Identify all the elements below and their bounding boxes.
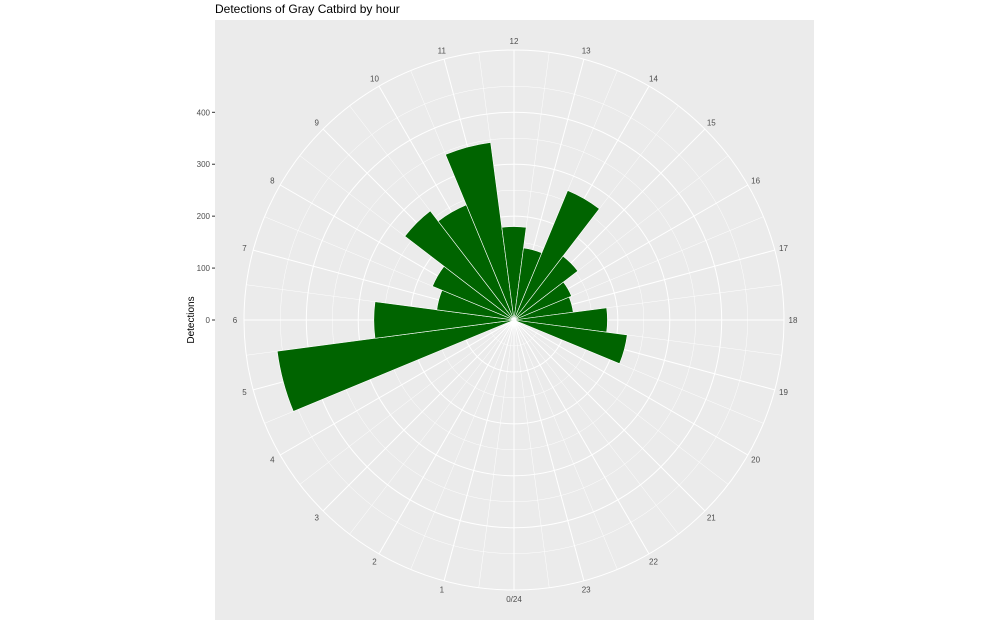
bar-hour-14 — [513, 190, 600, 321]
x-tick-label: 6 — [233, 316, 238, 325]
x-tick-label: 14 — [649, 74, 658, 83]
bar-hour-9 — [404, 210, 515, 321]
y-tick-label: 300 — [197, 160, 211, 169]
x-tick-label: 11 — [438, 47, 447, 56]
x-tick-label: 4 — [270, 456, 275, 465]
major-spoke — [279, 319, 515, 456]
minor-spoke — [513, 319, 618, 570]
x-tick-label: 21 — [707, 513, 716, 522]
x-tick-label: 13 — [582, 47, 591, 56]
x-tick-label: 23 — [582, 586, 591, 595]
x-tick-label: 9 — [314, 119, 319, 128]
x-tick-label: 2 — [372, 558, 377, 567]
x-tick-label: 20 — [751, 456, 760, 465]
major-spoke — [513, 319, 650, 555]
minor-spoke — [513, 319, 679, 535]
major-spoke — [443, 319, 515, 581]
minor-spoke — [410, 319, 515, 570]
minor-spoke — [349, 319, 515, 535]
tick-layer: 0/24123456789101112131415161718192021222… — [197, 37, 798, 604]
bar-hour-15 — [513, 255, 579, 321]
x-tick-label: 8 — [270, 177, 275, 186]
bar-hour-5 — [276, 319, 515, 412]
x-tick-label: 0/24 — [506, 595, 522, 604]
x-tick-label: 12 — [510, 37, 519, 46]
y-tick-label: 100 — [197, 264, 211, 273]
x-tick-label: 17 — [779, 244, 788, 253]
y-tick-label: 200 — [197, 212, 211, 221]
x-tick-label: 5 — [242, 388, 247, 397]
x-tick-label: 7 — [242, 244, 247, 253]
major-spoke — [513, 319, 585, 581]
y-tick-label: 0 — [206, 316, 211, 325]
x-tick-label: 22 — [649, 558, 658, 567]
chart-title: Detections of Gray Catbird by hour — [215, 2, 400, 16]
minor-spoke — [299, 319, 515, 485]
x-tick-label: 10 — [370, 74, 379, 83]
y-axis-title: Detections — [186, 296, 197, 343]
minor-spoke — [513, 319, 550, 588]
bar-hour-6 — [373, 301, 515, 339]
major-spoke — [322, 319, 515, 512]
bar-hour-12 — [501, 226, 527, 321]
bar-hour-16 — [513, 281, 572, 321]
x-tick-label: 1 — [440, 586, 445, 595]
x-tick-label: 15 — [707, 119, 716, 128]
x-tick-label: 19 — [779, 388, 788, 397]
bar-hour-19 — [513, 319, 628, 365]
major-spoke — [513, 319, 749, 456]
bar-layer — [276, 142, 628, 412]
minor-spoke — [478, 319, 515, 588]
major-spoke — [378, 319, 515, 555]
x-tick-label: 16 — [751, 177, 760, 186]
minor-spoke — [513, 319, 729, 485]
y-tick-label: 400 — [197, 108, 211, 117]
x-tick-label: 18 — [789, 316, 798, 325]
x-tick-label: 3 — [314, 513, 319, 522]
bar-hour-11 — [445, 142, 515, 321]
major-spoke — [513, 319, 706, 512]
